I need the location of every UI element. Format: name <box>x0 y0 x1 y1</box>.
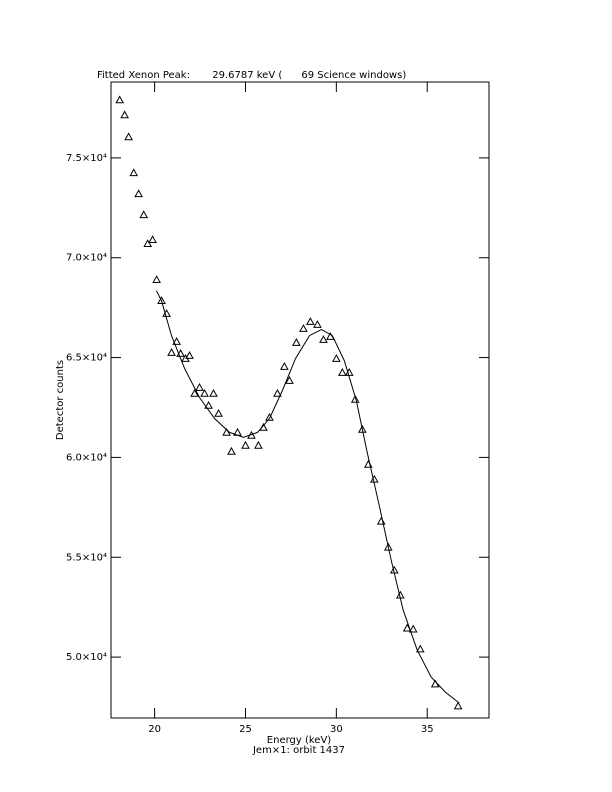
data-point <box>344 368 354 376</box>
data-point <box>241 440 250 449</box>
data-point <box>176 349 185 357</box>
data-point <box>299 324 308 332</box>
data-point <box>331 354 341 362</box>
data-point <box>383 542 393 551</box>
data-point <box>453 701 463 710</box>
data-point <box>233 427 242 436</box>
data-point <box>292 338 301 346</box>
data-point <box>162 309 171 317</box>
x-tick-label: 20 <box>148 724 161 735</box>
x-tick-label: 30 <box>330 724 343 735</box>
data-point <box>408 624 418 633</box>
data-point <box>200 388 209 397</box>
data-point <box>120 110 129 119</box>
data-point <box>139 210 149 219</box>
y-tick-label: 7.0×10⁴ <box>66 253 107 264</box>
data-point <box>306 317 315 325</box>
subtitle: Jem×1: orbit 1437 <box>252 745 345 756</box>
data-point <box>134 189 143 198</box>
data-point <box>254 440 263 449</box>
data-point <box>402 623 412 632</box>
data-point <box>129 168 139 177</box>
data-point <box>172 337 181 345</box>
data-point <box>167 348 176 356</box>
data-point <box>415 644 425 653</box>
data-point <box>209 388 218 397</box>
data-point <box>357 424 367 433</box>
x-tick-label: 25 <box>239 724 252 735</box>
data-point <box>157 296 166 304</box>
data-point <box>115 95 125 104</box>
y-tick-label: 6.0×10⁴ <box>66 452 107 463</box>
chart-title: Fitted Xenon Peak: 29.6787 keV ( 69 Scie… <box>97 70 406 81</box>
data-point <box>395 590 405 599</box>
y-tick-label: 5.0×10⁴ <box>66 652 107 663</box>
data-point <box>227 446 236 455</box>
data-point <box>369 474 379 483</box>
data-point <box>376 516 386 525</box>
data-point <box>185 351 194 359</box>
data-point <box>214 408 223 417</box>
data-point <box>195 382 204 391</box>
y-tick-label: 7.5×10⁴ <box>66 153 107 164</box>
data-point <box>319 335 328 343</box>
data-point <box>280 362 289 370</box>
y-tick-label: 6.5×10⁴ <box>66 353 107 364</box>
y-axis-label: Detector counts <box>55 360 66 440</box>
data-point <box>247 430 256 439</box>
y-tick-label: 5.5×10⁴ <box>66 552 107 563</box>
data-point <box>259 422 268 431</box>
data-point <box>325 332 335 340</box>
data-point <box>190 388 199 397</box>
data-point <box>152 275 161 283</box>
data-point <box>143 239 153 248</box>
data-point <box>313 320 322 328</box>
x-axis-label: Energy (keV) <box>267 735 332 746</box>
data-point <box>350 394 360 403</box>
x-tick-label: 35 <box>421 724 434 735</box>
data-point <box>430 679 440 688</box>
data-point <box>222 427 231 436</box>
data-point <box>124 132 133 141</box>
data-point <box>337 368 347 376</box>
data-point <box>204 400 213 409</box>
data-point <box>265 412 274 421</box>
data-point <box>363 459 373 468</box>
fit-line <box>155 290 460 704</box>
data-point <box>148 235 157 244</box>
data-point <box>389 565 399 574</box>
data-point <box>273 388 282 397</box>
data-point <box>285 376 294 384</box>
plot-frame <box>110 81 490 719</box>
